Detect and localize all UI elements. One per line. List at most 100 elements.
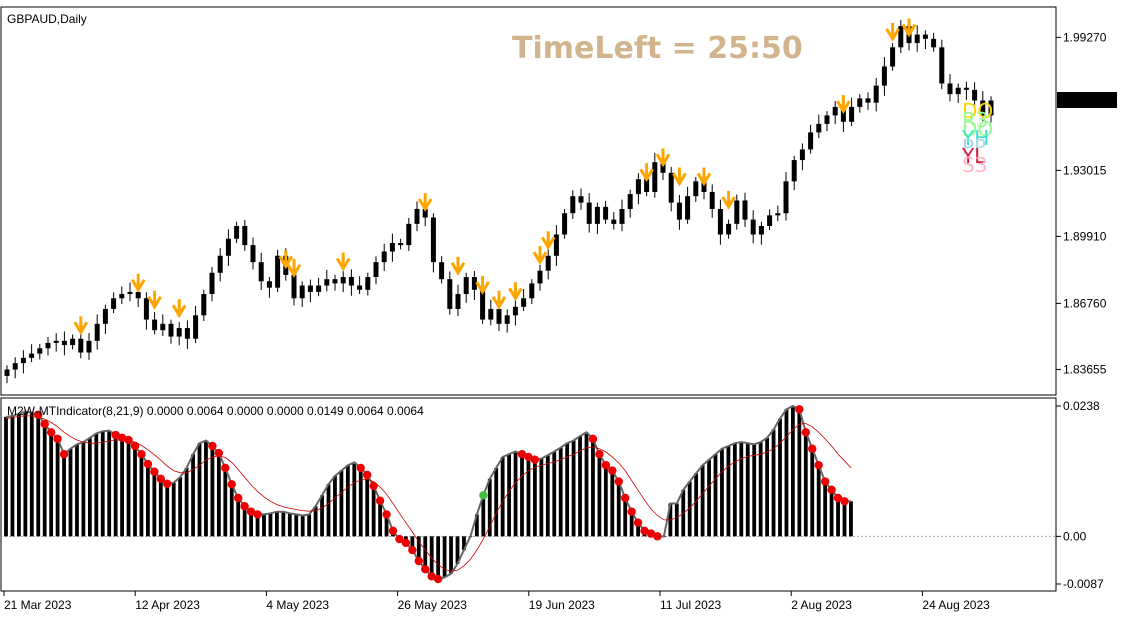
candle-body [324,279,330,286]
candle-body [168,323,174,337]
falling-dot [608,466,617,475]
sell-arrow [450,256,466,276]
candle-body [775,213,781,216]
axis-layer: 1.96324 1.99270 1.93015 1.89910 1.86760 1.836… [3,30,1117,612]
candle-body [627,194,633,209]
histogram-bar [371,485,376,537]
candle-body [398,243,404,246]
sell-arrow [278,250,294,270]
histogram-bar [29,412,34,537]
level-tag: PP [962,135,986,159]
sell-arrow [286,258,302,278]
histogram-bar [623,498,628,537]
histogram-bar [345,465,350,537]
candle-body [340,277,346,284]
histogram-bar [320,495,324,537]
candle-body [644,179,650,192]
date-tick-label: 26 May 2023 [398,598,468,612]
candle-body [955,87,961,95]
histogram-bar [165,483,170,537]
candle-body [70,338,76,346]
histogram-bar [384,514,389,537]
histogram-bar [849,501,853,537]
histogram-bar [816,465,821,537]
histogram-bar [365,475,370,537]
candle-body [865,98,871,103]
falling-dot [588,434,598,444]
oscillator-layer [1,404,1055,584]
falling-dot [163,479,172,488]
candle-body [553,234,559,256]
histogram-bar [823,481,828,537]
histogram-bar [442,536,447,578]
falling-dot [234,493,243,503]
candle-body [422,208,428,218]
falling-dot [401,538,411,548]
falling-dot [40,419,49,429]
sell-arrow [836,95,851,115]
candle-body [53,340,59,343]
histogram-bar [191,454,195,537]
histogram-bar [771,429,776,537]
falling-dot [53,434,62,444]
oscillator-title: M2W-MTIndicator(8,21,9) 0.0000 0.0064 0.… [7,404,424,418]
falling-dot [427,572,436,581]
candle-body [94,323,100,341]
falling-dot [433,574,443,584]
candle-body [127,291,133,295]
histogram-bar [571,440,576,537]
histogram-bar [578,436,582,537]
candle-body [840,106,846,122]
candle-body [86,340,92,353]
candle-body [742,200,748,220]
sell-arrow [475,275,490,295]
histogram-bar [352,462,357,537]
histogram-bar [449,536,453,574]
candle-body [45,342,51,349]
histogram-bar [23,411,28,537]
falling-dot [208,441,217,451]
candle-body [119,294,125,299]
histogram-bar [268,513,273,537]
falling-dot [246,507,256,516]
histogram-bar [307,514,312,537]
histogram-bar [732,443,737,537]
histogram-bar [610,470,615,537]
falling-dot [369,481,378,491]
rising-dot [479,491,488,500]
histogram-bar [707,459,711,537]
sell-arrow [508,282,523,302]
histogram-bar [113,435,118,537]
candle-body [980,100,986,116]
candle-body [225,238,231,256]
histogram-bar [146,464,150,537]
falling-dot [130,441,140,451]
sell-arrow [491,290,507,310]
candle-body [734,200,740,224]
candle-body [365,277,371,290]
histogram-bar [829,489,834,537]
date-tick-label: 11 Jul 2023 [660,598,721,612]
histogram-bar [791,406,795,537]
histogram-bar [429,536,434,577]
histogram-bar [87,437,92,537]
candle-body [430,217,436,263]
histogram-bar [507,454,511,537]
candle-body [603,206,609,220]
candle-body [529,283,535,299]
histogram-bar [784,409,789,537]
histogram-bar [75,444,79,537]
falling-dot [156,474,165,484]
date-tick-label: 21 Mar 2023 [4,598,72,612]
sell-arrow [885,22,900,42]
histogram-bar [552,451,557,537]
falling-dot [34,410,43,419]
falling-dot [59,449,69,459]
candle-body [348,277,354,286]
price-tick-label: 1.89910 [1063,229,1107,243]
histogram-bar [210,445,215,537]
falling-dot [137,449,146,459]
histogram-bar [720,448,724,537]
candle-body [578,196,584,203]
histogram-bar [513,451,518,537]
